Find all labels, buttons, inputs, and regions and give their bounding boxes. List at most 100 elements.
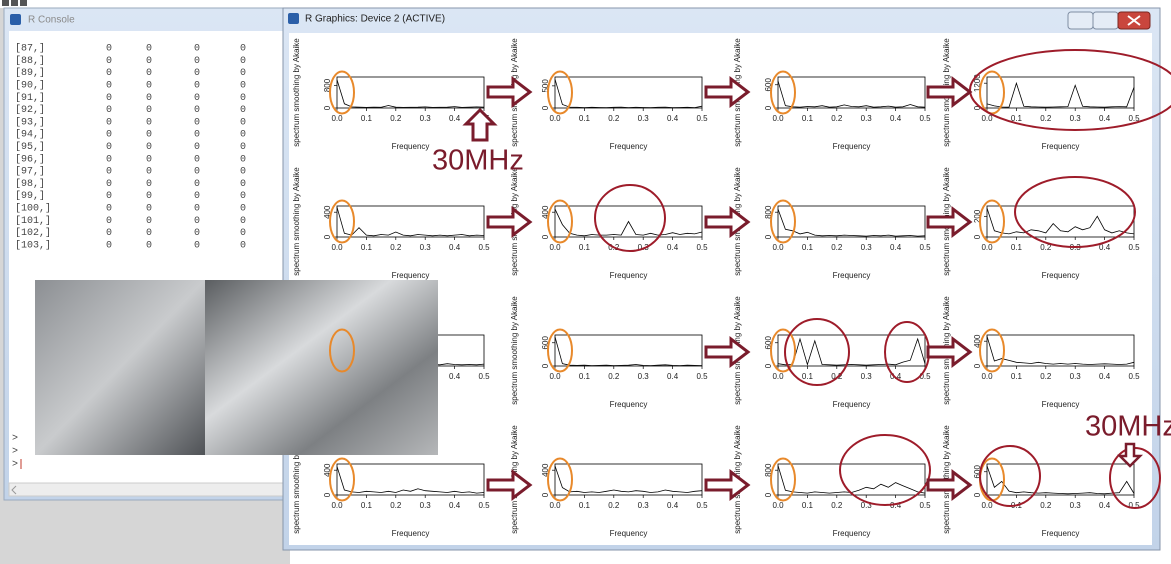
plot-box — [554, 205, 703, 238]
cell: 0 — [146, 44, 152, 55]
x-tick-label: 0.5 — [696, 243, 708, 252]
y-tick-label: 800 — [764, 205, 773, 219]
prompt: > — [12, 460, 18, 471]
x-axis-label: Frequency — [1042, 271, 1080, 280]
plot-box — [986, 334, 1135, 367]
cell: 0 — [240, 93, 246, 104]
cell: 0 — [240, 56, 246, 67]
prompt: > — [12, 434, 18, 445]
x-axis-label: Frequency — [833, 400, 871, 409]
y-tick-label: 0 — [973, 234, 982, 239]
x-tick-label: 0.4 — [667, 372, 679, 381]
flow-arrow — [704, 205, 751, 239]
cell: 0 — [106, 93, 112, 104]
plot-box — [777, 334, 926, 367]
plot-box — [336, 463, 485, 496]
x-tick-label: 0.1 — [1011, 114, 1023, 123]
x-tick-label: 0.5 — [1128, 372, 1140, 381]
cell: 0 — [194, 204, 200, 215]
cell: 0 — [240, 228, 246, 239]
y-tick-label: 0 — [541, 234, 550, 239]
plot: 0.0 0.1 0.2 0.3 0.4 0.5 0 400 Frequency spectrum … — [292, 425, 490, 538]
x-tick-label: 0.2 — [608, 114, 620, 123]
spectrum-line — [777, 337, 926, 366]
cell: 0 — [240, 81, 246, 92]
row-label: [93,] — [15, 116, 45, 128]
x-tick-label: 0.5 — [1128, 243, 1140, 252]
origin-highlight — [770, 199, 796, 244]
icon[interactable] — [2, 0, 9, 6]
x-tick-label: 0.5 — [478, 372, 490, 381]
x-tick-label: 0.3 — [861, 501, 873, 510]
x-tick-label: 0.2 — [390, 114, 402, 123]
plot-box — [986, 76, 1135, 109]
x-tick-label: 0.2 — [831, 501, 843, 510]
x-tick-label: 0.1 — [579, 114, 591, 123]
x-tick-label: 0.2 — [1040, 114, 1052, 123]
flow-arrow — [926, 468, 973, 502]
scroll-left[interactable] — [11, 485, 17, 495]
spectrum-line — [986, 465, 1135, 495]
cell: 0 — [146, 56, 152, 67]
x-axis-label: Frequency — [610, 142, 648, 151]
x-tick-label: 0.4 — [667, 114, 679, 123]
x-tick-label: 0.4 — [449, 501, 461, 510]
origin-highlight — [770, 328, 796, 373]
x-axis-label: Frequency — [1042, 529, 1080, 538]
cell: 0 — [106, 105, 112, 116]
y-tick-label: 0 — [764, 363, 773, 368]
cell: 0 — [194, 216, 200, 227]
cell: 0 — [240, 130, 246, 141]
flow-arrow — [486, 75, 533, 109]
x-tick-label: 0.0 — [981, 501, 993, 510]
row-label: [99,] — [15, 190, 45, 202]
flow-arrow — [704, 75, 751, 109]
x-tick-label: 0.4 — [449, 372, 461, 381]
x-tick-label: 0.4 — [1099, 114, 1111, 123]
y-axis-label: spectrum smoothing by Akaike — [292, 167, 301, 276]
plot: 0.0 0.1 0.2 0.3 0.4 0.5 0 400 Frequency spectrum … — [292, 167, 490, 280]
x-tick-label: 0.0 — [331, 114, 343, 123]
row-label: [90,] — [15, 80, 45, 92]
cell: 0 — [146, 228, 152, 239]
x-tick-label: 0.3 — [1070, 114, 1082, 123]
highlight-circle — [979, 445, 1041, 507]
spectrum-line — [554, 208, 703, 237]
cell: 0 — [240, 204, 246, 215]
cell: 0 — [106, 191, 112, 202]
flow-arrow — [926, 205, 973, 239]
x-tick-label: 0.4 — [449, 114, 461, 123]
y-axis-label: spectrum smoothing by Akaike — [510, 296, 519, 405]
r-icon — [288, 13, 299, 24]
x-tick-label: 0.4 — [1099, 372, 1111, 381]
cell: 0 — [106, 204, 112, 215]
cell: 0 — [194, 179, 200, 190]
x-tick-label: 0.5 — [696, 501, 708, 510]
flow-arrow — [926, 75, 973, 109]
x-tick-label: 0.2 — [390, 243, 402, 252]
maximize-button[interactable] — [1092, 11, 1119, 30]
x-tick-label: 0.1 — [361, 501, 373, 510]
origin-highlight — [979, 328, 1005, 373]
x-tick-label: 0.4 — [1099, 243, 1111, 252]
scrollbar[interactable] — [8, 482, 286, 497]
origin-highlight — [979, 199, 1005, 244]
console-text: [87,] 0 0 0 0[88,] 0 0 0 0[89,] 0 0 0 0[90,] 0 0 0 0[91,… — [12, 43, 246, 471]
minimize-button[interactable] — [1067, 11, 1094, 30]
icon[interactable] — [20, 0, 27, 6]
console-title: R Console — [28, 15, 75, 26]
y-tick-label: 0 — [541, 105, 550, 110]
cell: 0 — [146, 240, 152, 251]
plot-box — [777, 205, 926, 238]
origin-highlight — [329, 199, 355, 244]
flow-arrow — [486, 205, 533, 239]
x-tick-label: 0.3 — [861, 243, 873, 252]
cell: 0 — [146, 216, 152, 227]
cell: 0 — [194, 240, 200, 251]
cell: 0 — [240, 44, 246, 55]
x-tick-label: 0.0 — [772, 501, 784, 510]
icon[interactable] — [11, 0, 18, 6]
row-label: [91,] — [15, 92, 45, 104]
x-tick-label: 0.3 — [638, 372, 650, 381]
